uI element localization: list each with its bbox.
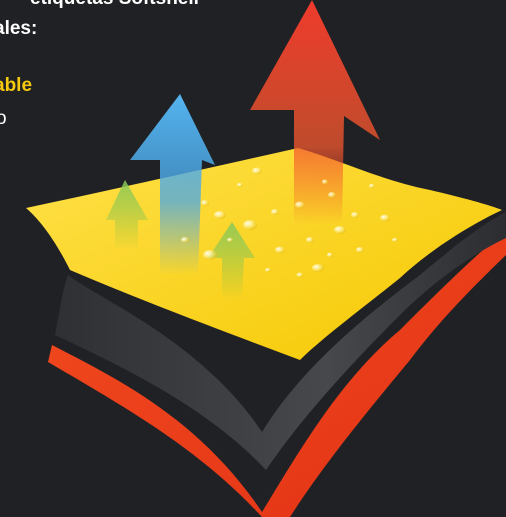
red-arrow — [250, 0, 380, 225]
text-line-2: ales: — [0, 18, 38, 39]
green-arrow-right — [208, 222, 255, 300]
text-highlight: able — [0, 75, 33, 96]
yellow-layer — [26, 148, 502, 360]
text-line-1: etiquetas Softshell — [30, 0, 199, 10]
text-line-4: o — [0, 108, 7, 129]
green-arrow-left — [106, 180, 148, 250]
dark-layer — [55, 212, 506, 470]
blue-arrow — [130, 94, 215, 275]
water-drop-icon — [181, 167, 398, 278]
